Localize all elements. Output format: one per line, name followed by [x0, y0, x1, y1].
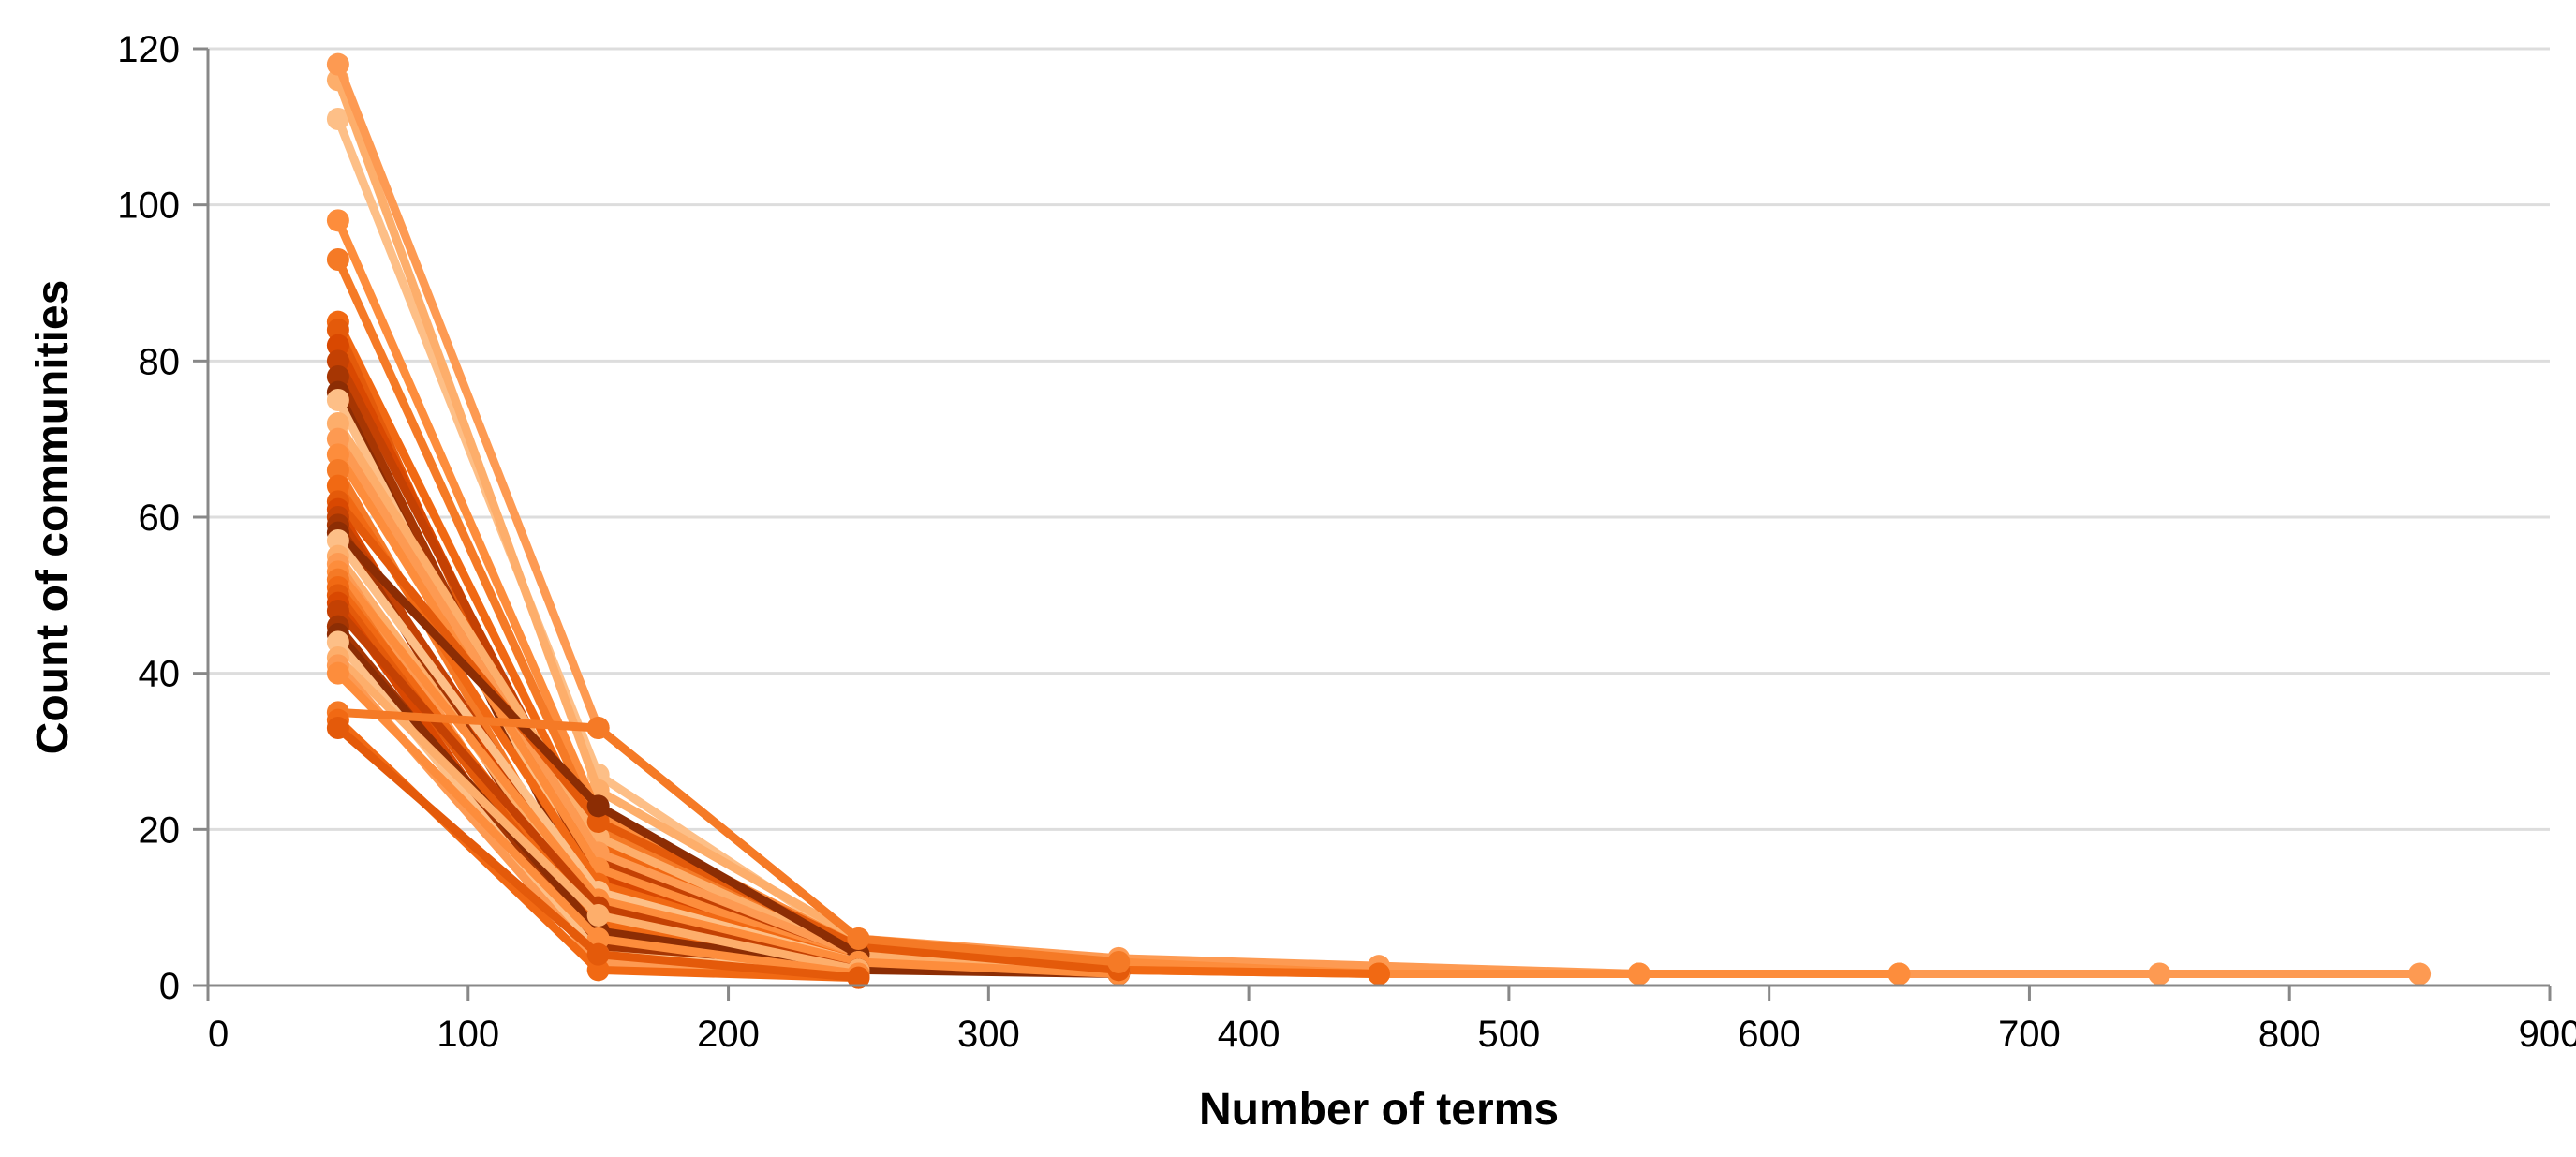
data-point — [847, 927, 870, 950]
data-point — [326, 248, 349, 271]
data-point — [1888, 962, 1911, 986]
x-axis-title: Number of terms — [1199, 1085, 1559, 1135]
data-point — [326, 319, 349, 341]
series-39 — [326, 717, 870, 989]
data-point — [586, 717, 610, 739]
data-point — [326, 349, 349, 373]
data-point — [1627, 962, 1651, 986]
x-tick-label: 700 — [1998, 1014, 2061, 1055]
axes: 0 100 200 300 400 500 600 700 800 900 0 20 40 60 80 10… — [117, 29, 2576, 1055]
data-point — [326, 474, 349, 497]
series-line — [333, 707, 1123, 967]
data-point — [326, 365, 349, 388]
x-tick-label: 200 — [697, 1014, 760, 1055]
y-tick-label: 40 — [139, 654, 181, 695]
data-point — [2148, 962, 2171, 986]
x-axis-ticks: 0 100 200 300 400 500 600 700 800 900 — [206, 986, 2576, 1055]
x-tick-label: 600 — [1738, 1014, 1800, 1055]
y-tick-label: 80 — [139, 341, 181, 382]
data-point — [847, 966, 870, 989]
grid-lines — [208, 47, 2550, 831]
data-point — [326, 630, 349, 654]
data-point — [326, 52, 349, 76]
data-point — [586, 810, 610, 833]
x-tick-label: 0 — [208, 1014, 229, 1055]
data-point — [326, 108, 349, 130]
data-point — [326, 600, 349, 622]
data-point — [326, 334, 349, 357]
data-point — [326, 529, 349, 552]
data-point — [326, 661, 349, 685]
data-point — [326, 412, 349, 435]
y-axis-ticks: 0 20 40 60 80 100 120 — [117, 29, 208, 1007]
y-tick-label: 100 — [117, 185, 180, 227]
x-tick-label: 300 — [957, 1014, 1020, 1055]
data-point — [1368, 962, 1390, 986]
data-point — [1107, 951, 1131, 973]
data-point — [326, 459, 349, 482]
data-point — [326, 443, 349, 467]
x-tick-label: 100 — [437, 1014, 499, 1055]
y-tick-label: 60 — [139, 497, 181, 539]
data-point — [586, 904, 610, 927]
x-tick-label: 900 — [2519, 1014, 2576, 1055]
x-tick-label: 800 — [2258, 1014, 2321, 1055]
data-point — [326, 717, 349, 739]
y-tick-label: 20 — [139, 809, 181, 851]
data-point — [586, 942, 610, 966]
data-point — [2408, 962, 2432, 986]
x-tick-label: 400 — [1218, 1014, 1281, 1055]
series-line — [333, 318, 1384, 978]
data-point — [586, 794, 610, 818]
data-point — [326, 427, 349, 451]
data-point — [326, 389, 349, 411]
x-tick-label: 500 — [1478, 1014, 1541, 1055]
y-tick-label: 120 — [117, 29, 180, 70]
series-lines — [326, 52, 2432, 989]
data-point — [586, 958, 610, 982]
data-point — [326, 209, 349, 232]
y-tick-label: 0 — [159, 966, 180, 1007]
y-axis-title: Count of communities — [28, 280, 78, 755]
